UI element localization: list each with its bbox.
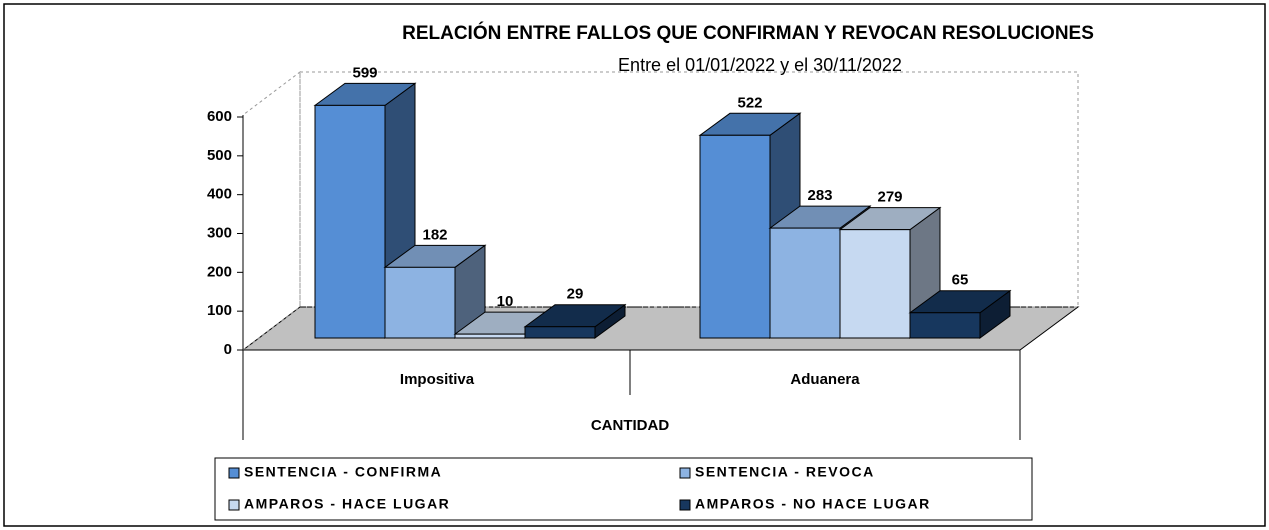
- x-tick-label: Impositiva: [400, 371, 475, 388]
- legend-swatch: [679, 467, 691, 479]
- legend-label: SENTENCIA - REVOCA: [695, 464, 875, 480]
- bar: [769, 227, 841, 339]
- y-tick-label: 100: [207, 302, 232, 319]
- back-wall: [299, 71, 1079, 308]
- value-label: 10: [497, 293, 514, 310]
- y-tick-label: 600: [207, 108, 232, 125]
- y-tick-label: 500: [207, 147, 232, 164]
- bar: [839, 229, 911, 339]
- bar: [314, 104, 386, 339]
- chart-subtitle: Entre el 01/01/2022 y el 30/11/2022: [618, 55, 902, 75]
- y-tick-label: 0: [224, 341, 232, 358]
- chart-title: RELACIÓN ENTRE FALLOS QUE CONFIRMAN Y RE…: [402, 22, 1094, 44]
- bar: [699, 134, 771, 339]
- value-label: 283: [807, 187, 832, 204]
- y-tick-label: 200: [207, 263, 232, 280]
- legend: [214, 457, 1033, 521]
- x-axis-label: CANTIDAD: [591, 417, 669, 434]
- value-label: 279: [877, 189, 902, 206]
- value-label: 65: [952, 272, 969, 289]
- legend-swatch: [228, 467, 240, 479]
- chart-border: [3, 3, 1266, 527]
- bar: [524, 326, 596, 339]
- y-tick-label: 400: [207, 186, 232, 203]
- value-label: 29: [567, 286, 584, 303]
- bar: [454, 333, 526, 339]
- y-tick-label: 300: [207, 224, 232, 241]
- x-tick-label: Aduanera: [790, 371, 860, 388]
- legend-label: AMPAROS - HACE LUGAR: [244, 496, 450, 512]
- value-label: 599: [352, 64, 377, 81]
- legend-label: SENTENCIA - CONFIRMA: [244, 464, 442, 480]
- value-label: 182: [422, 226, 447, 243]
- bar: [384, 266, 456, 339]
- bar: [909, 312, 981, 339]
- legend-swatch: [228, 499, 240, 511]
- legend-label: AMPAROS - NO HACE LUGAR: [695, 496, 931, 512]
- value-label: 522: [737, 94, 762, 111]
- legend-swatch: [679, 499, 691, 511]
